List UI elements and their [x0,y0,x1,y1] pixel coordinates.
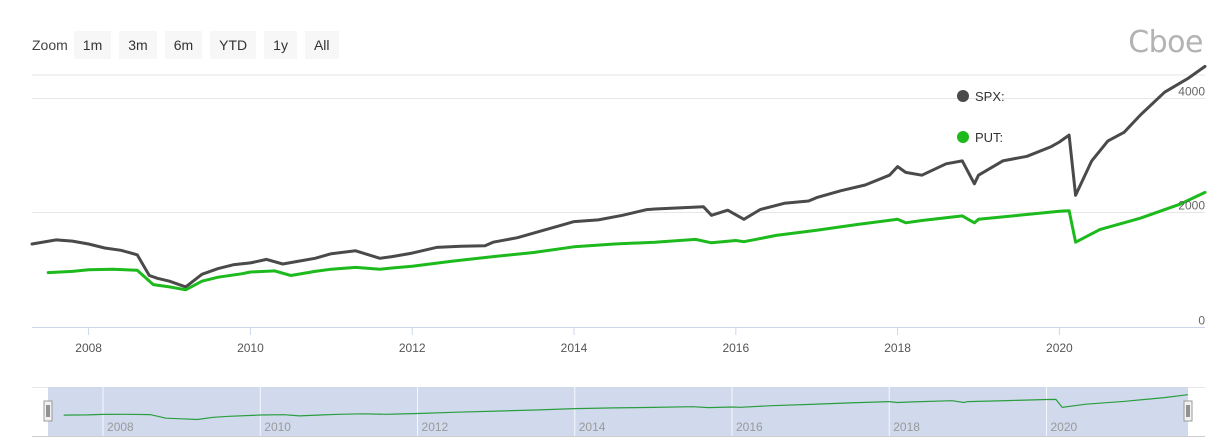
navigator[interactable]: 2008 2010 2012 2014 2016 2018 2020 [32,387,1205,437]
x-tick-label: 2008 [75,341,102,355]
zoom-6m-button[interactable]: 6m [164,31,203,59]
legend-item-spx[interactable]: SPX: [957,89,1005,104]
navigator-tick-label: 2008 [107,420,134,434]
y-axis: 0 2000 4000 [1178,85,1205,328]
zoom-1m-button[interactable]: 1m [73,31,112,59]
x-tick-label: 2018 [884,341,911,355]
navigator-right-handle[interactable] [1183,400,1193,422]
x-tick-label: 2012 [399,341,426,355]
navigator-tick-label: 2018 [893,420,920,434]
x-tick-label: 2016 [722,341,749,355]
legend-label: SPX: [975,89,1005,104]
navigator-range-mask[interactable] [48,387,1188,437]
zoom-bar: Zoom 1m 3m 6m YTD 1y All [32,31,347,59]
navigator-tick-label: 2010 [264,420,291,434]
handle-body[interactable] [43,400,53,422]
x-axis: 2008 2010 2012 2014 2016 2018 2020 [32,327,1205,355]
zoom-label: Zoom [32,37,68,53]
cboe-logo: Cboe [1128,22,1203,62]
navigator-tick-label: 2014 [579,420,606,434]
zoom-3m-button[interactable]: 3m [119,31,157,59]
x-tick-label: 2020 [1046,341,1073,355]
plot-layer [30,64,1207,292]
handle-body[interactable] [1183,400,1193,422]
legend[interactable]: SPX: PUT: [957,89,1005,145]
navigator-series-line [63,394,1189,421]
series-line-spx [30,64,1207,289]
legend-item-put[interactable]: PUT: [957,130,1003,145]
y-tick-label: 0 [1198,314,1205,328]
legend-label: PUT: [975,130,1003,145]
navigator-left-handle[interactable] [43,400,53,422]
legend-marker [957,131,969,143]
x-tick-label: 2014 [561,341,588,355]
x-tick-label: 2010 [237,341,264,355]
series-line-put [46,190,1207,292]
navigator-tick-label: 2016 [736,420,763,434]
navigator-tick-label: 2020 [1050,420,1077,434]
zoom-ytd-button[interactable]: YTD [210,31,257,59]
y-tick-label: 4000 [1178,85,1205,99]
cboe-logo-text: Cboe [1128,24,1203,60]
y-tick-label: 2000 [1178,199,1205,213]
zoom-all-button[interactable]: All [304,31,339,59]
legend-marker [957,90,969,102]
grid-layer [32,74,1205,328]
zoom-1y-button[interactable]: 1y [264,31,297,59]
navigator-tick-label: 2012 [422,420,449,434]
